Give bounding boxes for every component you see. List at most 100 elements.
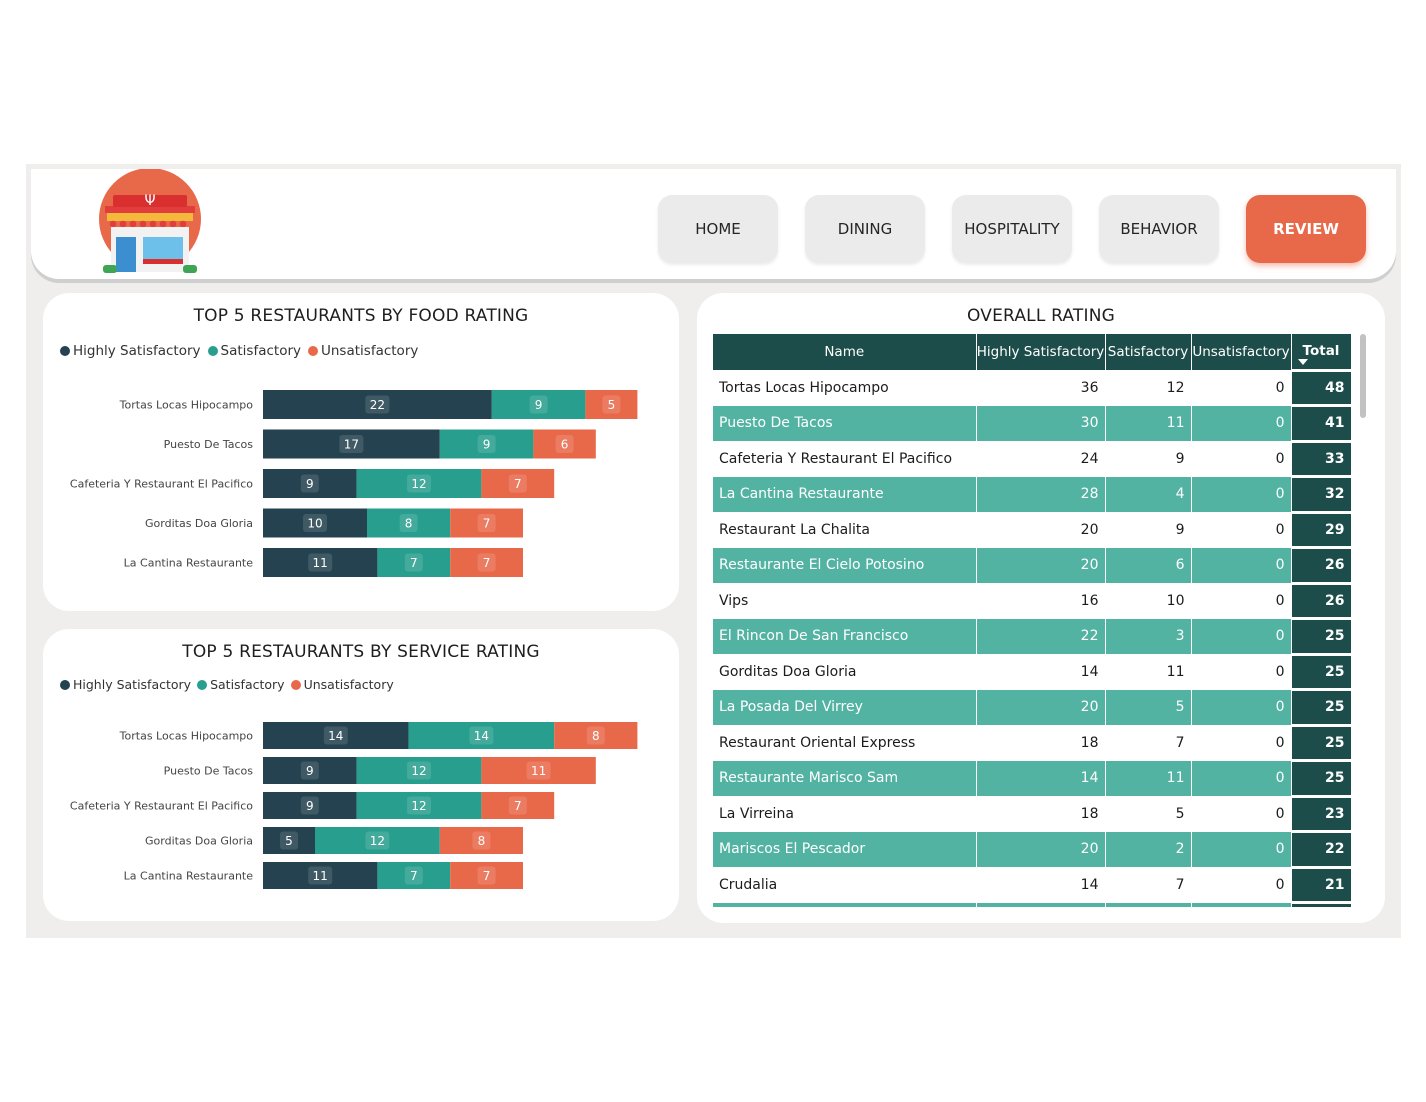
nav-dining-button[interactable]: DINING — [805, 195, 925, 263]
data-label: 8 — [478, 834, 486, 848]
bar-segment-satisfactory[interactable] — [408, 722, 555, 749]
bar-segment-satisfactory[interactable] — [367, 508, 451, 538]
bar-segment-unsatisfactory[interactable] — [481, 757, 596, 784]
bar-segment-highly-satisfactory[interactable] — [263, 429, 440, 459]
data-label: 9 — [306, 764, 314, 778]
cell-unsatisfactory: 0 — [1191, 760, 1292, 796]
bar-segment-highly-satisfactory[interactable] — [263, 390, 492, 419]
cell-name: Restaurante Marisco Sam — [713, 760, 977, 796]
data-label-background — [365, 831, 390, 850]
bar-segment-unsatisfactory[interactable] — [554, 722, 638, 749]
bar-segment-highly-satisfactory[interactable] — [263, 722, 409, 749]
legend-dot-icon — [197, 679, 208, 690]
service-rating-card: TOP 5 RESTAURANTS BY SERVICE RATING High… — [43, 629, 679, 921]
column-header-total[interactable]: Total — [1291, 334, 1351, 370]
legend-item-unsatisfactory[interactable]: Unsatisfactory — [308, 343, 418, 359]
table-row[interactable]: Tortas Locas Hipocampo 36 12 0 48 — [713, 368, 1351, 407]
bar-segment-highly-satisfactory[interactable] — [263, 508, 367, 538]
table-row[interactable]: Restaurant La Chalita 20 9 0 29 — [713, 510, 1351, 549]
bar-segment-unsatisfactory[interactable] — [450, 862, 523, 889]
bar-segment-highly-satisfactory[interactable] — [263, 548, 378, 577]
table-row[interactable] — [713, 901, 1351, 907]
bar-segment-highly-satisfactory[interactable] — [263, 827, 315, 854]
cell-name: Puesto De Tacos — [713, 405, 977, 441]
nav-review-button[interactable]: REVIEW — [1246, 195, 1366, 263]
bar-segment-unsatisfactory[interactable] — [481, 469, 555, 498]
table-row[interactable]: Crudalia 14 7 0 21 — [713, 865, 1351, 904]
cell-total: 25 — [1291, 688, 1351, 727]
table-row[interactable]: Gorditas Doa Gloria 14 11 0 25 — [713, 652, 1351, 691]
bar-segment-satisfactory[interactable] — [377, 548, 451, 577]
table-row[interactable]: Restaurante Marisco Sam 14 11 0 25 — [713, 759, 1351, 798]
bar-segment-satisfactory[interactable] — [377, 862, 451, 889]
bar-segment-satisfactory[interactable] — [356, 469, 482, 498]
table-scrollbar[interactable] — [1360, 334, 1366, 418]
bar-segment-unsatisfactory[interactable] — [533, 429, 596, 459]
data-label: 10 — [307, 517, 322, 531]
cell-total: 33 — [1291, 439, 1351, 478]
legend-item-satisfactory[interactable]: Satisfactory — [207, 343, 301, 359]
data-label: 12 — [370, 834, 385, 848]
cell-satisfactory: 11 — [1105, 654, 1192, 690]
data-label-background — [508, 474, 527, 493]
table-row[interactable]: La Virreina 18 5 0 23 — [713, 794, 1351, 833]
table-row[interactable]: El Rincon De San Francisco 22 3 0 25 — [713, 617, 1351, 656]
bar-segment-satisfactory[interactable] — [356, 757, 482, 784]
table-title: OVERALL RATING — [966, 306, 1116, 326]
bar-segment-satisfactory[interactable] — [439, 429, 534, 459]
data-label: 14 — [328, 729, 343, 743]
bar-segment-highly-satisfactory[interactable] — [263, 862, 378, 889]
table-row[interactable]: Restaurante El Cielo Potosino 20 6 0 26 — [713, 546, 1351, 585]
column-header-highly-satisfactory[interactable]: Highly Satisfactory — [976, 334, 1106, 370]
legend-item-satisfactory[interactable]: Satisfactory — [197, 677, 285, 692]
bar-segment-satisfactory[interactable] — [356, 792, 482, 819]
column-header-name[interactable]: Name — [713, 334, 977, 370]
bar-segment-highly-satisfactory[interactable] — [263, 792, 357, 819]
table-row[interactable]: Cafeteria Y Restaurant El Pacifico 24 9 0 33 — [713, 439, 1351, 478]
table-row[interactable]: Restaurant Oriental Express 18 7 0 25 — [713, 723, 1351, 762]
data-label: 11 — [531, 764, 546, 778]
bar-segment-unsatisfactory[interactable] — [481, 792, 555, 819]
cell-name: Restaurante El Cielo Potosino — [713, 547, 977, 583]
cell-name: La Cantina Restaurante — [713, 476, 977, 512]
bar-segment-unsatisfactory[interactable] — [450, 548, 523, 577]
cell-name: El Rincon De San Francisco — [713, 618, 977, 654]
cell-unsatisfactory: 0 — [1191, 547, 1292, 583]
table-cell — [1191, 902, 1292, 907]
bar-segment-highly-satisfactory[interactable] — [263, 469, 357, 498]
table-row[interactable]: Puesto De Tacos 30 11 0 41 — [713, 404, 1351, 443]
service-chart-legend: Highly Satisfactory Satisfactory Unsatis… — [60, 677, 394, 692]
bar-segment-satisfactory[interactable] — [491, 390, 586, 419]
legend-item-highly-satisfactory[interactable]: Highly Satisfactory — [60, 677, 191, 692]
data-label-background — [365, 395, 390, 414]
overall-rating-table-viewport[interactable]: Name Highly Satisfactory Satisfactory Un… — [713, 334, 1351, 907]
data-label: 7 — [410, 556, 418, 570]
data-label: 7 — [483, 517, 491, 531]
bar-segment-unsatisfactory[interactable] — [439, 827, 523, 854]
table-row[interactable]: Vips 16 10 0 26 — [713, 581, 1351, 620]
data-label-background — [308, 553, 333, 572]
category-label: Tortas Locas Hipocampo — [119, 399, 254, 412]
table-row[interactable]: La Posada Del Virrey 20 5 0 25 — [713, 688, 1351, 727]
bar-segment-unsatisfactory[interactable] — [450, 508, 523, 538]
nav-behavior-button[interactable]: BEHAVIOR — [1099, 195, 1219, 263]
data-label-background — [308, 866, 333, 885]
bar-segment-highly-satisfactory[interactable] — [263, 757, 357, 784]
legend-item-highly-satisfactory[interactable]: Highly Satisfactory — [60, 343, 201, 359]
bar-segment-unsatisfactory[interactable] — [585, 390, 638, 419]
cell-satisfactory: 9 — [1105, 512, 1192, 548]
nav-home-button[interactable]: HOME — [658, 195, 778, 263]
bar-segment-satisfactory[interactable] — [315, 827, 440, 854]
table-row[interactable]: Mariscos El Pescador 20 2 0 22 — [713, 830, 1351, 869]
column-header-unsatisfactory[interactable]: Unsatisfactory — [1191, 334, 1292, 370]
data-label-background — [300, 761, 319, 780]
data-label-background — [303, 514, 327, 532]
cell-satisfactory: 11 — [1105, 760, 1192, 796]
header-bar: Ψ HOME DINING HOSPITALITY BEHAVIOR REVIE… — [31, 169, 1396, 279]
legend-item-unsatisfactory[interactable]: Unsatisfactory — [290, 677, 394, 692]
table-row[interactable]: La Cantina Restaurante 28 4 0 32 — [713, 475, 1351, 514]
column-header-satisfactory[interactable]: Satisfactory — [1105, 334, 1192, 370]
food-chart-legend: Highly Satisfactory Satisfactory Unsatis… — [60, 343, 418, 359]
data-label: 7 — [483, 556, 491, 570]
nav-hospitality-button[interactable]: HOSPITALITY — [952, 195, 1072, 263]
